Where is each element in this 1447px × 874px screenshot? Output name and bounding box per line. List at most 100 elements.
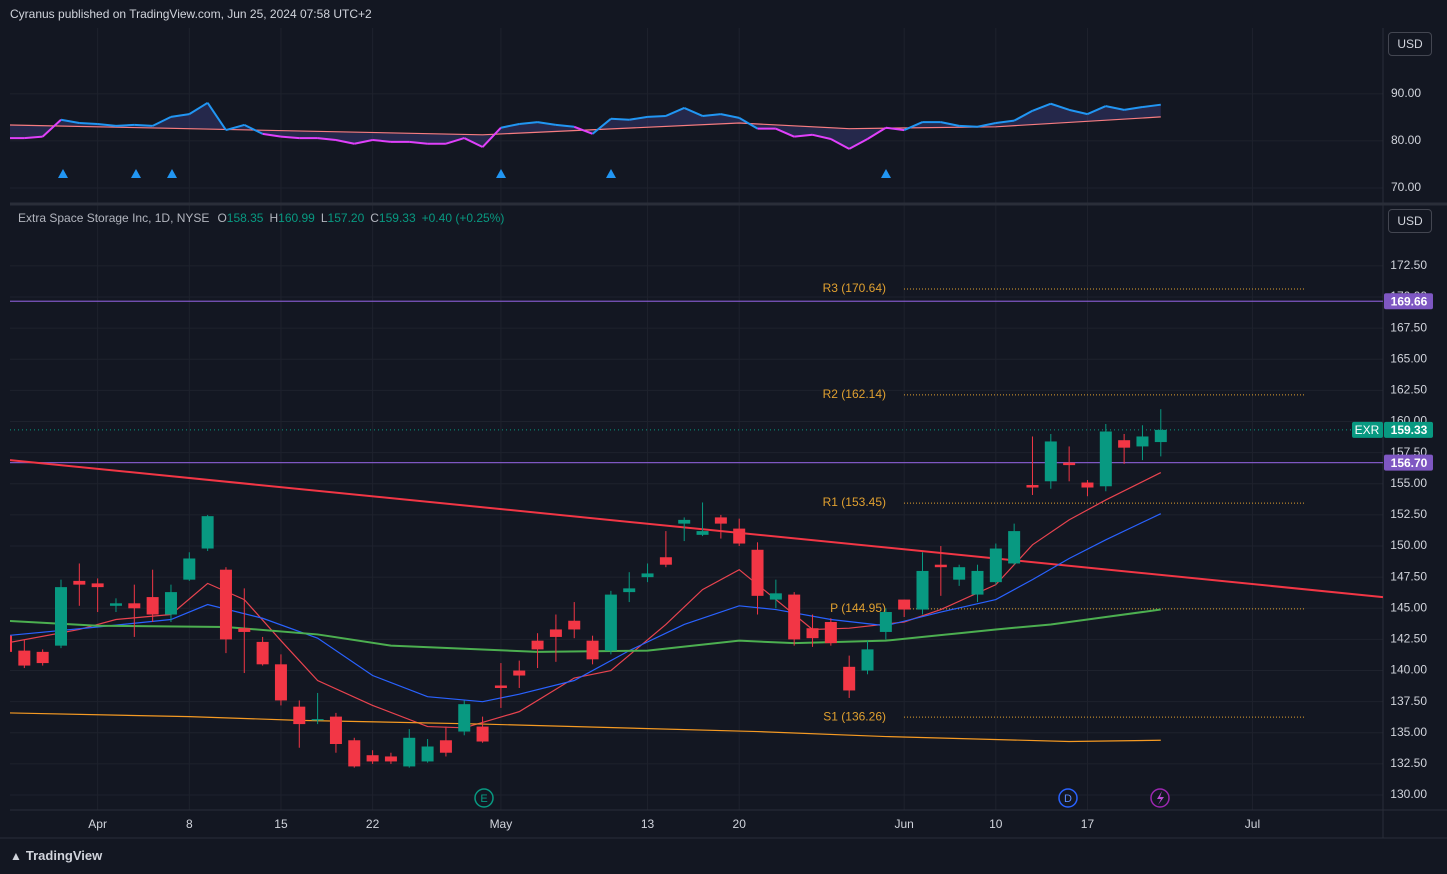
- pivot-label: P (144.95): [830, 601, 886, 615]
- x-tick-label: 8: [186, 817, 193, 831]
- candle-body: [54, 587, 67, 646]
- candle-body: [568, 620, 581, 630]
- candle-body: [641, 573, 654, 578]
- candle-body: [1136, 436, 1149, 447]
- candle-body: [183, 558, 196, 580]
- y-tick-label: 130.00: [1390, 787, 1427, 801]
- price-tag: [1384, 454, 1433, 471]
- earnings-label: E: [480, 793, 487, 805]
- signal-marker: [167, 169, 177, 178]
- y-tick-label: 135.00: [1390, 725, 1427, 739]
- candle-body: [714, 517, 727, 524]
- x-tick-label: 15: [274, 817, 288, 831]
- indicator-segment: [1013, 109, 1033, 122]
- candle-body: [73, 580, 86, 585]
- y-tick-label: 80.00: [1391, 133, 1421, 147]
- symbol-name: Extra Space Storage Inc, 1D, NYSE: [18, 211, 210, 225]
- y-tick-label: 155.00: [1390, 476, 1427, 490]
- indicator-segment: [354, 138, 373, 145]
- y-tick-label: 140.00: [1390, 663, 1427, 677]
- indicator-segment: [555, 123, 575, 128]
- candle-body: [219, 569, 232, 640]
- signal-marker: [496, 169, 506, 178]
- candle-body: [623, 588, 636, 593]
- candle-body: [604, 594, 617, 651]
- x-tick-label: 13: [641, 817, 655, 831]
- y-tick-label: 132.50: [1390, 756, 1427, 770]
- indicator-segment: [1123, 106, 1143, 111]
- signal-marker: [58, 169, 68, 178]
- y-tick-label: 90.00: [1391, 86, 1421, 100]
- y-tick-label: 145.00: [1390, 600, 1427, 614]
- candle-body: [439, 740, 452, 753]
- candle-body: [256, 641, 269, 665]
- brand-logo[interactable]: ▲ TradingView: [10, 848, 102, 863]
- candle-body: [971, 570, 984, 595]
- candle-body: [1008, 531, 1021, 564]
- indicator-segment: [940, 121, 960, 127]
- x-tick-label: Jun: [894, 817, 913, 831]
- moving-average: [10, 712, 1161, 743]
- x-tick-label: 10: [989, 817, 1003, 831]
- candle-body: [916, 570, 929, 610]
- candle-body: [898, 599, 911, 610]
- candle-body: [1154, 429, 1167, 443]
- candle-body: [91, 583, 104, 588]
- indicator-segment: [959, 124, 978, 128]
- indicator-segment: [24, 135, 43, 140]
- indicator-segment: [1050, 102, 1070, 111]
- candle-body: [109, 603, 122, 606]
- indicator-segment: [481, 127, 502, 148]
- candle-body: [146, 597, 159, 615]
- close-key: C: [370, 211, 379, 225]
- indicator-segment: [97, 122, 117, 127]
- y-tick-label: 167.50: [1390, 320, 1427, 334]
- symbol-tag-label: EXR: [1355, 423, 1380, 437]
- indicator-segment: [243, 124, 264, 135]
- earnings-icon[interactable]: [474, 788, 494, 808]
- candle-body: [769, 593, 782, 600]
- candle-body: [751, 549, 764, 596]
- indicator-segment: [79, 122, 98, 125]
- candle-body: [329, 716, 342, 745]
- candle-body: [494, 685, 507, 688]
- indicator-segment: [683, 107, 703, 117]
- dividend-icon[interactable]: [1058, 788, 1078, 808]
- brand-name: TradingView: [25, 848, 103, 863]
- candle-body: [861, 649, 874, 671]
- currency-button[interactable]: USD: [1388, 32, 1432, 56]
- currency-button[interactable]: USD: [1388, 209, 1432, 233]
- indicator-segment: [885, 126, 905, 132]
- indicator-segment: [206, 102, 227, 131]
- y-tick-label: 70.00: [1391, 180, 1421, 194]
- pivot-label: S1 (136.26): [823, 709, 886, 723]
- candle-body: [1099, 431, 1112, 487]
- publish-info: Cyranus published on TradingView.com, Ju…: [10, 7, 372, 21]
- indicator-pane: [10, 101, 1161, 150]
- x-tick-label: 22: [366, 817, 380, 831]
- candle-body: [549, 629, 562, 637]
- candle-body: [733, 528, 746, 544]
- fill-between: [10, 102, 1161, 149]
- indicator-segment: [848, 138, 868, 150]
- candle-body: [696, 531, 709, 535]
- indicator-segment: [115, 123, 135, 127]
- price-tag: [1384, 293, 1433, 310]
- change-value: +0.40 (+0.25%): [421, 211, 505, 225]
- candle-body: [476, 726, 489, 742]
- low-key: L: [320, 211, 328, 225]
- indicator-segment: [41, 118, 62, 138]
- indicator-segment: [775, 127, 795, 138]
- y-tick-label: 142.50: [1390, 632, 1427, 646]
- y-tick-label: 152.50: [1390, 507, 1427, 521]
- candle-body: [238, 628, 251, 632]
- moving-average: [10, 472, 1162, 729]
- signal-marker: [131, 169, 141, 178]
- low-value: 157.20: [327, 211, 365, 225]
- lightning: [1157, 791, 1164, 805]
- candle-body: [824, 621, 837, 644]
- candle-body: [1081, 482, 1094, 488]
- indicator-segment: [262, 132, 282, 138]
- x-tick-label: 20: [733, 817, 747, 831]
